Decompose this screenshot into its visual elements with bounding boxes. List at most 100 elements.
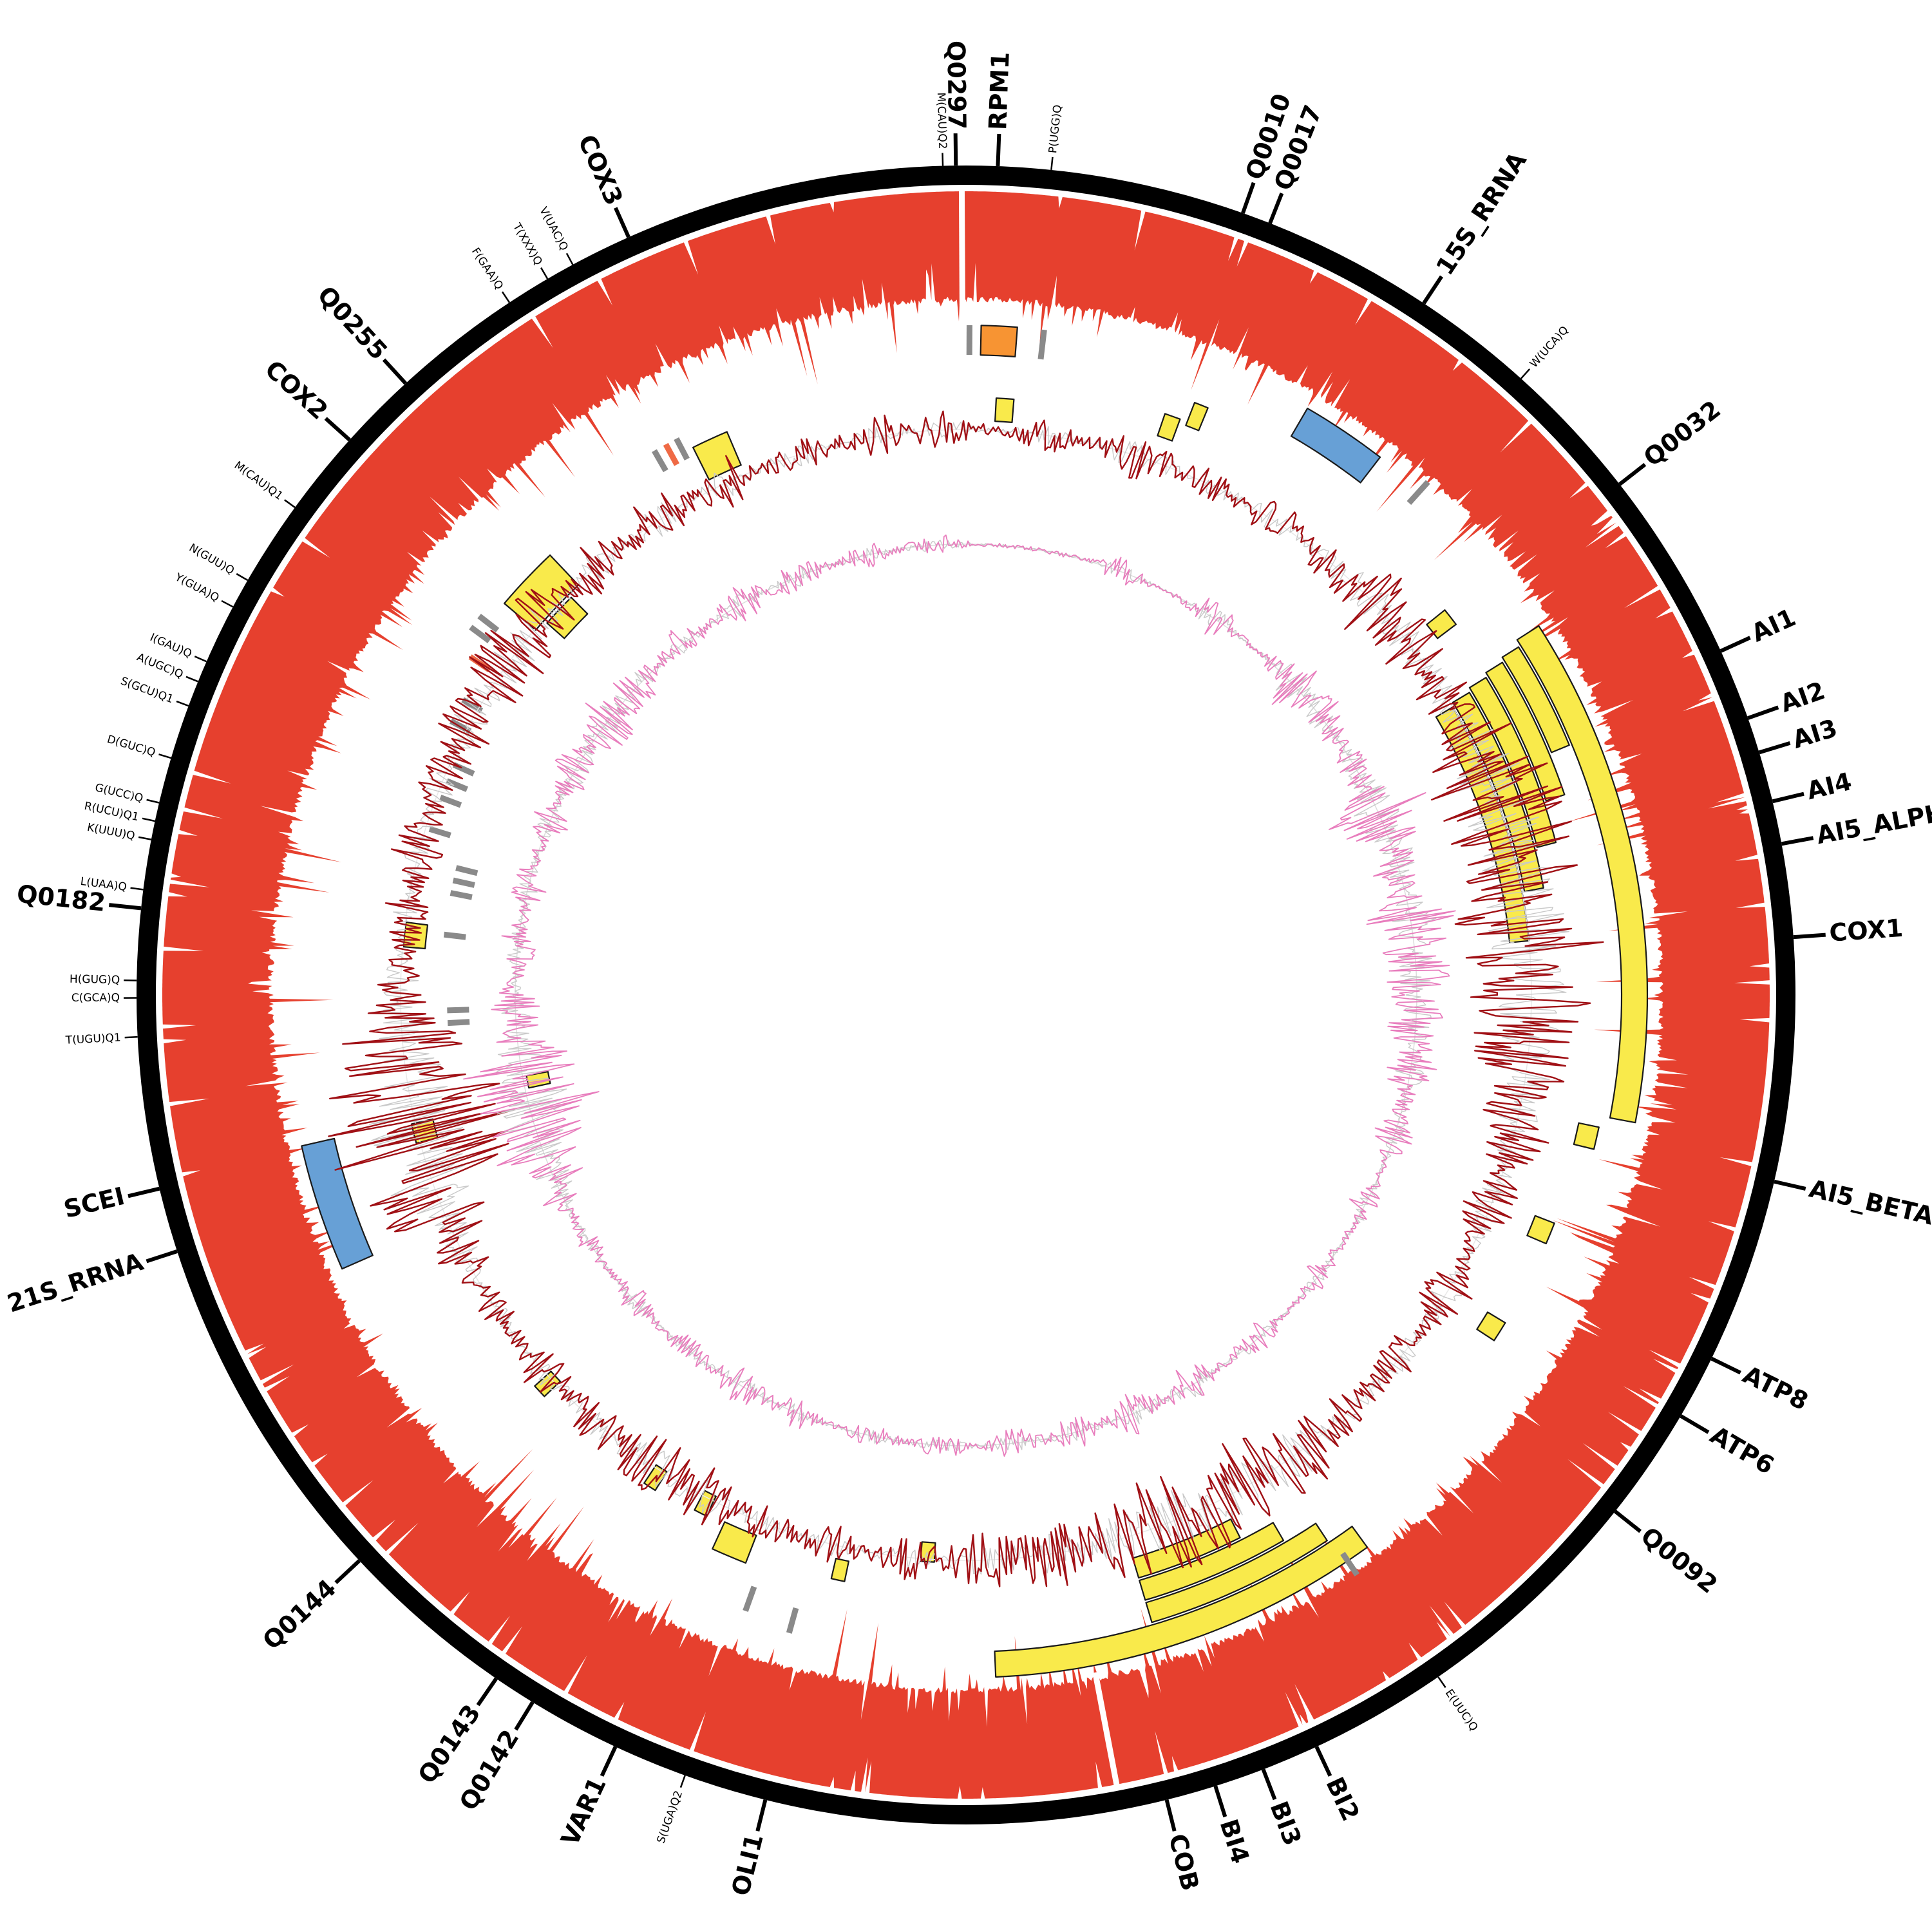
gene-tick <box>1719 636 1751 653</box>
trna-tick <box>1520 368 1531 379</box>
trna-marker <box>469 625 491 643</box>
gene-tick <box>1241 182 1256 214</box>
gene-tick <box>1268 193 1284 224</box>
trna-tick <box>1437 1676 1446 1689</box>
gene-block <box>1139 1522 1285 1601</box>
gene-block <box>1476 1311 1506 1341</box>
trna-marker <box>450 890 473 900</box>
gene-tick <box>1710 1356 1741 1375</box>
gene-tick <box>614 207 630 238</box>
trna-tick <box>146 799 160 804</box>
trna-tick <box>540 267 549 279</box>
gene-block <box>712 1521 757 1564</box>
trna-tick <box>565 252 574 265</box>
trna-label: M(CAU)Q2 <box>934 92 949 149</box>
signal-line-dark-red <box>328 410 1604 1587</box>
trna-marker <box>428 826 451 838</box>
rnasep-block <box>980 325 1018 357</box>
trna-tick <box>284 499 296 508</box>
gene-block <box>994 397 1015 423</box>
trna-tick <box>194 656 207 663</box>
trna-tick <box>501 291 511 303</box>
gene-tick <box>1680 1414 1710 1434</box>
trna-marker <box>439 794 462 808</box>
trna-tick <box>1050 156 1054 170</box>
gene-tick <box>1774 1179 1806 1191</box>
trna-marker <box>743 1586 757 1613</box>
ring-gap <box>1092 1672 1121 1789</box>
trna-marker <box>1037 329 1047 360</box>
trna-marker <box>455 865 478 876</box>
gene-tick <box>1422 275 1443 305</box>
trna-tick <box>221 600 234 608</box>
gene-label: RPM1 <box>983 52 1015 131</box>
gene-block <box>994 1526 1368 1678</box>
trna-label: H(GUG)Q <box>70 973 120 987</box>
trna-marker <box>652 449 668 473</box>
gene-tick <box>382 358 408 385</box>
gene-block <box>1501 646 1570 753</box>
gene-block <box>1573 1122 1600 1150</box>
gene-tick <box>128 1186 160 1198</box>
signal-line-pink <box>463 535 1456 1457</box>
trna-tick <box>158 753 172 759</box>
trna-marker <box>443 931 466 940</box>
trna-tick <box>185 676 198 683</box>
gene-tick <box>1781 836 1814 846</box>
trna-marker <box>674 437 690 461</box>
gene-tick <box>1213 1785 1227 1817</box>
trna-tick <box>942 153 944 166</box>
gene-tick <box>109 903 142 911</box>
scale-ring <box>137 166 1795 1824</box>
gene-tick <box>1314 1746 1332 1777</box>
trna-tick <box>138 836 152 840</box>
trna-tick <box>236 573 249 582</box>
gene-label: COX1 <box>1828 914 1904 947</box>
gene-tick <box>1164 1799 1177 1832</box>
gene-label: Q0297 <box>942 41 971 130</box>
gene-block <box>1485 661 1566 802</box>
gene-tick <box>1747 705 1779 720</box>
trna-tick <box>142 817 155 822</box>
trna-marker <box>786 1607 799 1634</box>
trna-marker <box>477 613 500 633</box>
gene-block <box>1526 1215 1555 1245</box>
gene-tick <box>996 133 1001 167</box>
baseline-circle <box>515 544 1417 1446</box>
gene-tick <box>1261 1768 1277 1801</box>
trna-marker <box>1406 480 1430 506</box>
gene-tick <box>1758 741 1791 755</box>
trna-label: C(GCA)Q <box>71 992 120 1005</box>
gene-block <box>1157 413 1181 442</box>
locus-marker-orange <box>663 442 679 466</box>
gene-block <box>830 1557 849 1582</box>
gene-tick <box>600 1746 618 1777</box>
gene-tick <box>514 1701 535 1731</box>
gene-tick <box>1614 1510 1642 1533</box>
gene-block <box>1516 625 1649 1124</box>
gene-tick <box>324 417 351 442</box>
trna-label: T(UGU)Q1 <box>64 1031 121 1046</box>
ring-gap <box>958 187 965 306</box>
gene-tick <box>476 1677 498 1707</box>
rrna-block <box>1290 408 1381 484</box>
trna-tick <box>130 887 144 891</box>
trna-marker <box>1340 1551 1360 1577</box>
gene-tick <box>755 1799 768 1832</box>
trna-marker <box>447 1019 470 1027</box>
trna-marker <box>452 877 475 888</box>
rrna-block <box>301 1137 374 1270</box>
gene-tick <box>1772 791 1804 804</box>
gene-tick <box>146 1249 178 1264</box>
trna-tick <box>176 700 189 707</box>
gene-block <box>1185 402 1209 431</box>
gene-block <box>1145 1522 1328 1624</box>
gene-tick <box>334 1559 361 1584</box>
baseline-circle <box>400 429 1532 1561</box>
gene-tick <box>1793 933 1826 940</box>
trna-tick <box>679 1775 686 1788</box>
gene-tick <box>1618 462 1647 486</box>
